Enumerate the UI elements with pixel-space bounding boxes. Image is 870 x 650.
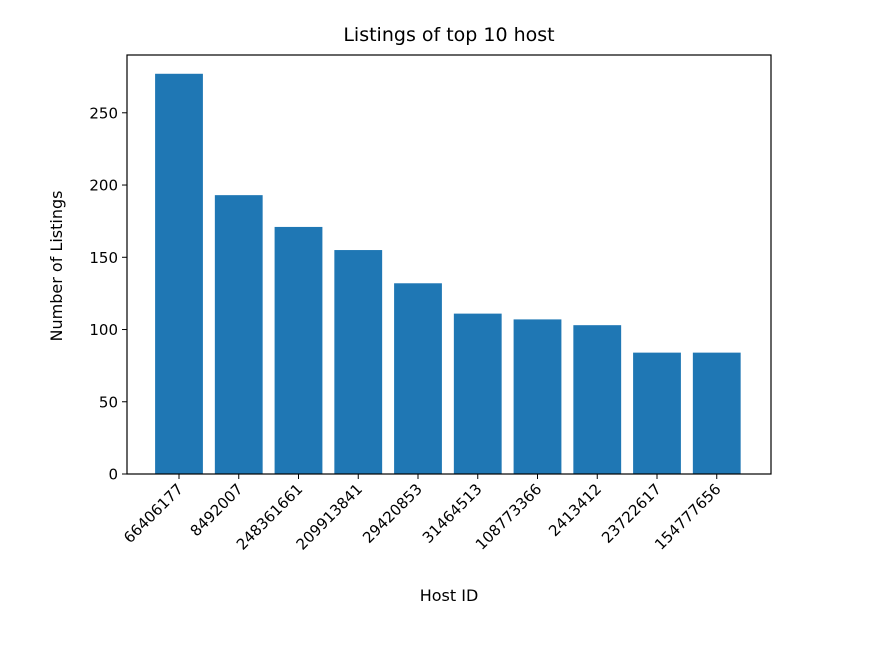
x-axis-title: Host ID — [420, 586, 479, 605]
bar — [155, 73, 203, 474]
y-axis-title: Number of Listings — [47, 191, 66, 342]
y-tick-label: 0 — [108, 466, 118, 484]
bar — [633, 352, 681, 474]
bars-layer — [155, 73, 741, 474]
y-tick-label: 200 — [89, 177, 118, 195]
bar — [513, 319, 562, 474]
y-axis: 0 50 100 150 200 250 — [89, 104, 127, 484]
bar — [214, 195, 263, 474]
chart-title: Listings of top 10 host — [343, 24, 554, 46]
y-tick-label: 100 — [89, 321, 118, 339]
y-tick-label: 50 — [99, 393, 118, 411]
bar — [334, 250, 383, 474]
bar — [274, 226, 323, 474]
bar — [692, 352, 741, 474]
bar — [573, 325, 622, 474]
bar — [453, 313, 502, 474]
y-tick-label: 150 — [89, 249, 118, 267]
bar — [394, 283, 442, 474]
y-tick-label: 250 — [89, 104, 118, 122]
plot-frame — [126, 54, 772, 475]
